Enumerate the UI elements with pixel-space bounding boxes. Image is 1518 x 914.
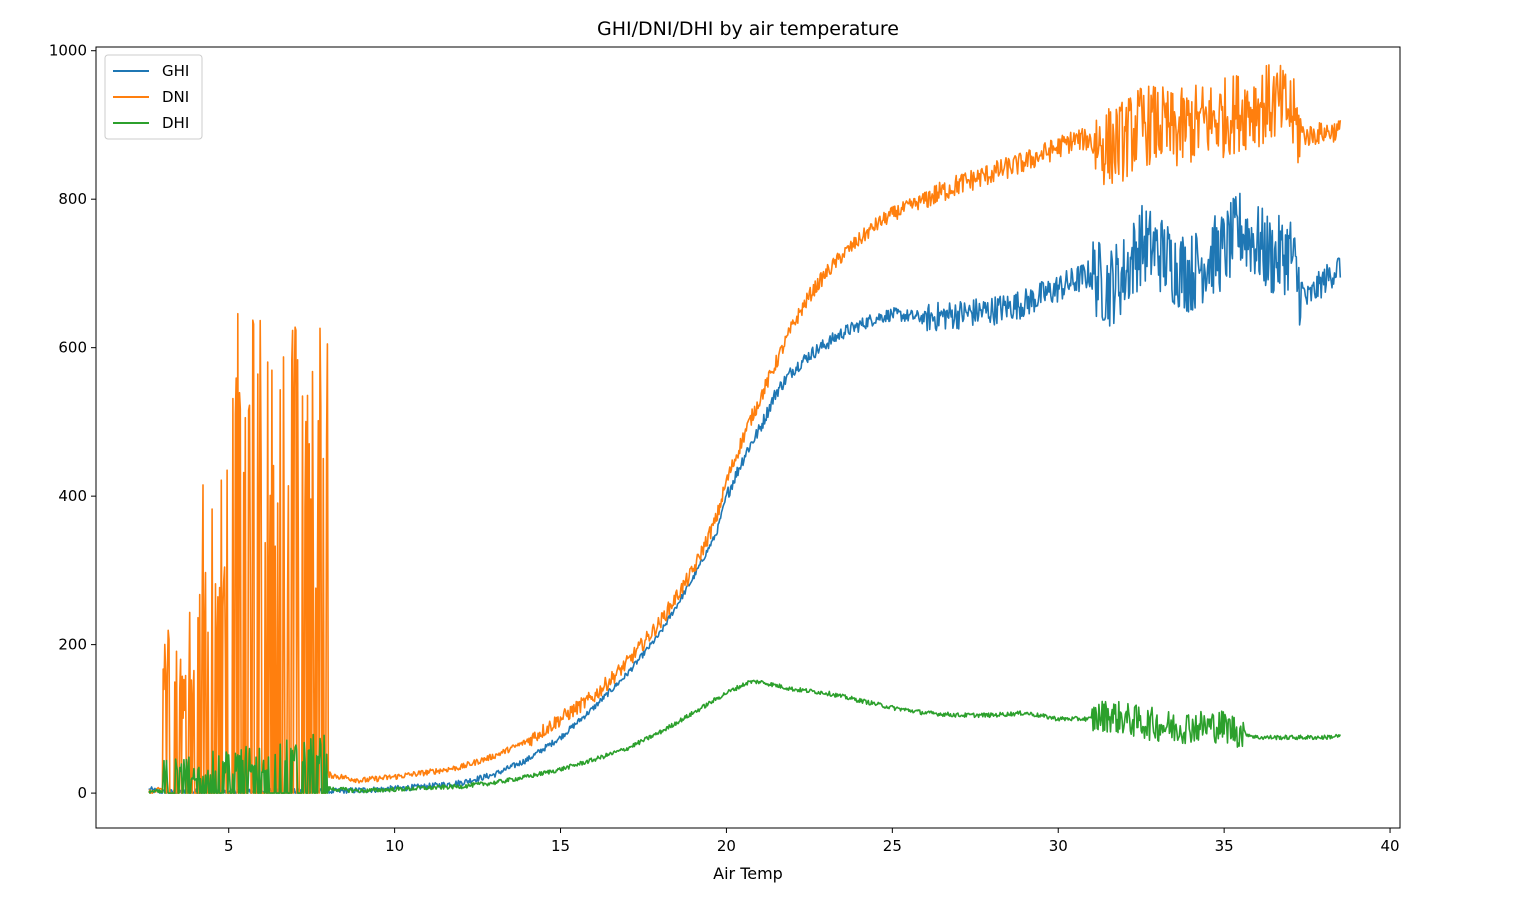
series-dni: [148, 64, 1342, 794]
x-tick-label: 15: [551, 837, 570, 855]
chart-title: GHI/DNI/DHI by air temperature: [597, 18, 899, 40]
series-dhi: [148, 679, 1342, 794]
x-tick-label: 20: [717, 837, 736, 855]
y-tick-label: 800: [58, 190, 87, 208]
x-axis: 5 10 15 20 25 30 35 40: [224, 828, 1400, 855]
y-tick-label: 1000: [49, 42, 87, 60]
x-tick-label: 10: [385, 837, 404, 855]
axes-frame: [95, 46, 1401, 829]
x-tick-label: 35: [1215, 837, 1234, 855]
x-tick-label: 40: [1380, 837, 1399, 855]
series-line-dhi: [148, 679, 1342, 794]
legend-label-dni: DNI: [162, 88, 189, 106]
x-tick-label: 30: [1049, 837, 1068, 855]
plot-area: [148, 64, 1342, 794]
y-tick-label: 600: [58, 339, 87, 357]
x-tick-label: 5: [224, 837, 234, 855]
y-tick-label: 0: [77, 784, 87, 802]
legend-label-dhi: DHI: [162, 114, 189, 132]
x-axis-label: Air Temp: [713, 864, 783, 883]
y-tick-label: 200: [58, 636, 87, 654]
y-axis: 0 200 400 600 800 1000: [49, 42, 96, 802]
legend: GHI DNI DHI: [104, 54, 203, 140]
y-tick-label: 400: [58, 487, 87, 505]
legend-label-ghi: GHI: [162, 62, 189, 80]
x-tick-label: 25: [883, 837, 902, 855]
series-line-dni: [148, 64, 1342, 794]
legend-box: [104, 54, 203, 140]
